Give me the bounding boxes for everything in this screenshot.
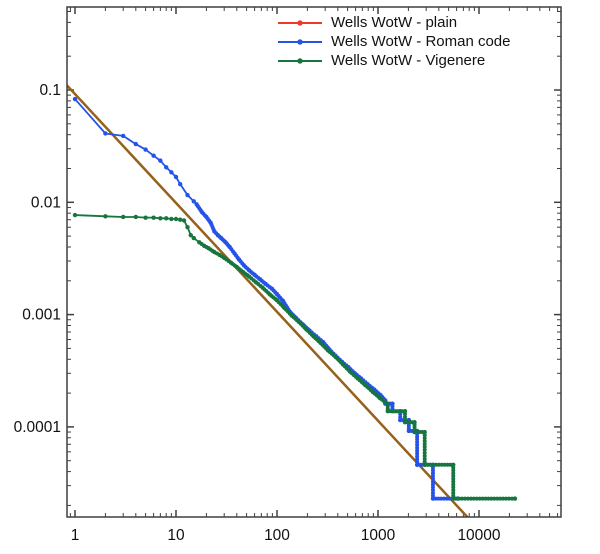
x-tick-label: 1000 — [361, 527, 396, 544]
y-tick-labels: 0.1 0.01 0.001 0.0001 — [14, 82, 61, 436]
marker-dot-icon — [297, 57, 303, 64]
legend-item-vigenere: Wells WotW - Vigenere — [277, 51, 511, 70]
y-tick-label: 0.1 — [39, 82, 61, 99]
y-tick-label: 0.01 — [31, 194, 61, 211]
x-tick-labels: 1 10 100 1000 10000 — [71, 527, 501, 544]
legend-swatch-roman-code — [278, 38, 322, 45]
x-tick-label: 10 — [167, 527, 185, 544]
y-tick-label: 0.0001 — [14, 419, 61, 436]
series-zipf-reference-line — [67, 84, 470, 517]
plot-frame — [66, 6, 562, 518]
series-group — [67, 84, 518, 517]
legend-swatch-vigenere — [278, 57, 322, 64]
x-tick-label: 10000 — [457, 527, 500, 544]
marker-dot-icon — [297, 38, 303, 45]
series-wells-wotw-vigenere — [72, 212, 518, 501]
legend-item-label: Wells WotW - Roman code — [331, 33, 511, 50]
marker-dot-icon — [297, 19, 303, 26]
legend-item-label: Wells WotW - Vigenere — [331, 52, 486, 69]
legend-item-roman-code: Wells WotW - Roman code — [277, 32, 511, 51]
legend-item-plain: Wells WotW - plain — [277, 13, 511, 32]
legend-item-label: Wells WotW - plain — [331, 14, 458, 31]
x-tick-label: 1 — [71, 527, 80, 544]
legend-swatch-plain — [278, 19, 322, 26]
x-tick-label: 100 — [264, 527, 290, 544]
axis-ticks — [67, 7, 561, 517]
y-tick-label: 0.001 — [22, 307, 61, 324]
legend: Wells WotW - plain Wells WotW - Roman co… — [277, 13, 511, 70]
